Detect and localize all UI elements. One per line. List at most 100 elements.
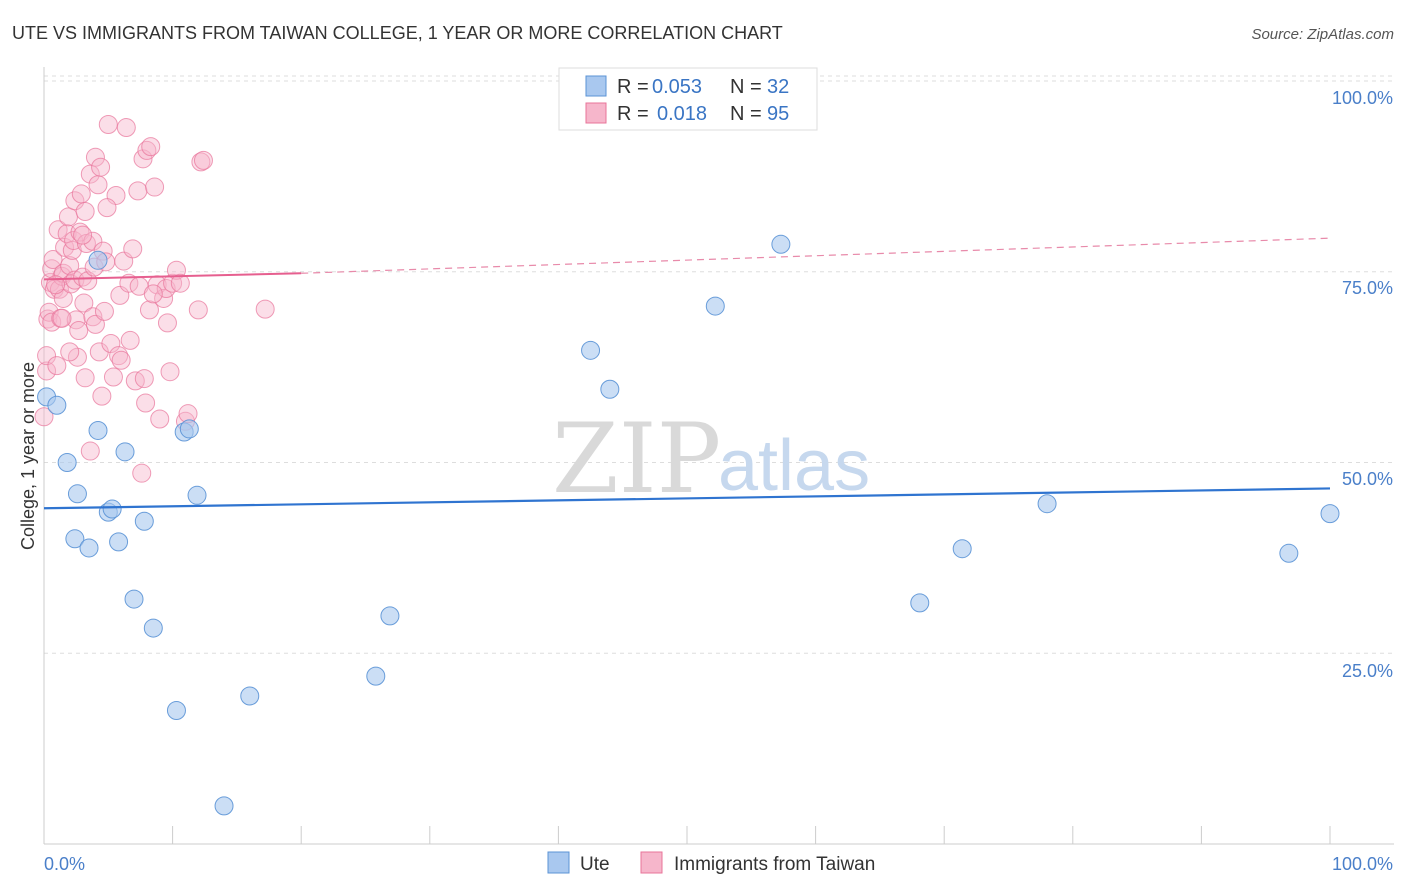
ute-point-28	[952, 539, 972, 559]
taiwan-point-72	[145, 177, 165, 197]
series-taiwan-points	[34, 114, 275, 483]
taiwan-point-78	[163, 273, 183, 293]
taiwan-point-92	[111, 350, 131, 370]
taiwan-point-33	[75, 368, 95, 388]
legend-ute-n-label: N =	[730, 76, 762, 98]
y-tick-label-100: 100.0%	[1332, 88, 1393, 108]
ute-point-23	[581, 340, 601, 360]
taiwan-point-63	[128, 181, 148, 201]
taiwan-point-15	[53, 263, 73, 283]
taiwan-point-1	[37, 361, 57, 381]
ute-point-25	[705, 296, 725, 316]
watermark: ZIP atlas	[552, 403, 870, 515]
taiwan-point-83	[188, 300, 208, 320]
y-tick-label-75: 75.0%	[1342, 278, 1393, 298]
ute-point-22	[380, 606, 400, 626]
taiwan-point-91	[97, 198, 117, 218]
legend-ute-swatch	[585, 75, 607, 97]
ute-point-12	[124, 589, 144, 609]
ute-point-14	[143, 618, 163, 638]
ute-point-5	[79, 538, 99, 558]
bottom-legend-ute-swatch	[547, 851, 570, 874]
chart-title: UTE VS IMMIGRANTS FROM TAIWAN COLLEGE, 1…	[12, 23, 783, 43]
ute-point-31	[1320, 504, 1340, 524]
taiwan-point-8	[43, 250, 63, 270]
taiwan-point-43	[85, 314, 105, 334]
ute-point-24	[600, 379, 620, 399]
taiwan-point-90	[73, 225, 93, 245]
legend-taiwan-n-label: N =	[730, 103, 762, 125]
bottom-legend-taiwan-label: Immigrants from Taiwan	[674, 854, 875, 875]
taiwan-point-19	[58, 207, 78, 227]
taiwan-point-49	[94, 301, 114, 321]
taiwan-trend-line	[43, 272, 302, 281]
bottom-legend-taiwan-swatch	[640, 851, 663, 874]
ute-point-3	[65, 529, 85, 549]
taiwan-point-71	[141, 137, 161, 157]
taiwan-point-79	[166, 260, 186, 280]
x-tick-label-100: 100.0%	[1332, 854, 1393, 874]
legend-taiwan-swatch	[585, 102, 607, 124]
y-axis-label: College, 1 year or more	[18, 362, 38, 550]
taiwan-point-80	[170, 273, 190, 293]
series-legend: Ute Immigrants from Taiwan	[547, 851, 875, 875]
taiwan-point-39	[83, 231, 103, 251]
bottom-legend-ute-label: Ute	[580, 854, 610, 875]
taiwan-point-61	[123, 239, 143, 259]
taiwan-point-52	[101, 333, 121, 353]
taiwan-point-47	[92, 386, 112, 406]
taiwan-point-29	[70, 222, 90, 242]
taiwan-point-40	[83, 307, 103, 327]
ute-point-26	[771, 234, 791, 254]
ute-point-19	[214, 796, 234, 816]
taiwan-point-0	[34, 407, 54, 427]
gridlines	[44, 75, 1394, 654]
watermark-atlas: atlas	[718, 426, 870, 506]
ute-point-13	[134, 511, 154, 531]
taiwan-point-65	[132, 463, 152, 483]
ute-point-20	[240, 686, 260, 706]
ute-point-18	[187, 485, 207, 505]
ute-point-10	[109, 532, 129, 552]
x-axis-ticks	[43, 826, 1331, 844]
ute-point-11	[115, 442, 135, 462]
taiwan-point-93	[143, 284, 163, 304]
taiwan-point-44	[88, 175, 108, 195]
taiwan-point-34	[75, 201, 95, 221]
y-tick-label-50: 50.0%	[1342, 469, 1393, 489]
taiwan-point-89	[46, 275, 66, 295]
ute-point-15	[166, 700, 186, 720]
ute-point-27	[910, 593, 930, 613]
taiwan-point-28	[69, 321, 89, 341]
taiwan-point-85	[193, 150, 213, 170]
taiwan-point-87	[60, 342, 80, 362]
correlation-legend: R = 0.053 N = 32 R = 0.018 N = 95	[558, 67, 818, 131]
taiwan-point-53	[103, 367, 123, 387]
taiwan-point-2	[37, 346, 57, 366]
chart-source: Source: ZipAtlas.com	[1251, 26, 1394, 43]
trend-lines	[43, 237, 1331, 510]
x-tick-label-0: 0.0%	[44, 854, 85, 874]
taiwan-point-68	[136, 393, 156, 413]
taiwan-point-58	[116, 118, 136, 138]
watermark-zip: ZIP	[552, 403, 721, 515]
ute-point-29	[1037, 494, 1057, 514]
taiwan-point-46	[91, 157, 111, 177]
taiwan-point-37	[80, 441, 100, 461]
ute-point-30	[1279, 543, 1299, 563]
taiwan-point-70	[139, 300, 159, 320]
taiwan-point-94	[157, 313, 177, 333]
taiwan-point-76	[156, 279, 176, 299]
taiwan-trend-extension	[301, 237, 1331, 274]
legend-ute-r-label: R =	[617, 76, 649, 98]
legend-ute-n-value: 32	[767, 76, 789, 98]
legend-taiwan-n-value: 95	[767, 103, 789, 125]
ute-point-2	[57, 453, 77, 472]
legend-ute-r-value: 0.053	[652, 76, 702, 98]
ute-point-21	[366, 666, 386, 686]
taiwan-point-51	[98, 114, 118, 134]
series-ute-points	[37, 234, 1340, 816]
taiwan-point-30	[71, 184, 91, 204]
ute-point-4	[67, 484, 87, 504]
